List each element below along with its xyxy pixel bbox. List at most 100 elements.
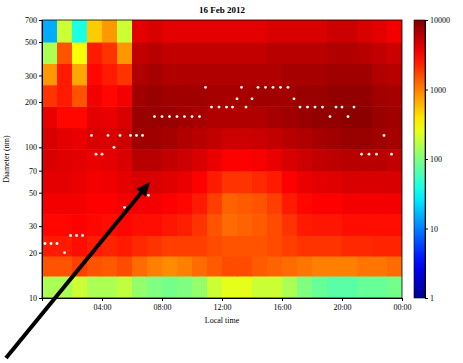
heatmap-cell	[42, 256, 58, 276]
mode-point	[123, 206, 126, 209]
heatmap-cell	[192, 85, 208, 107]
x-tick-label: 00:00	[393, 303, 411, 312]
y-tick: 300	[25, 72, 42, 81]
heatmap-cell	[252, 235, 268, 256]
heatmap-cell	[132, 85, 148, 107]
x-axis: 04:0008:0012:0016:0020:0000:00	[43, 298, 412, 312]
heatmap-cell	[132, 64, 148, 86]
y-tick-mark	[39, 193, 42, 194]
heatmap-cell	[42, 42, 58, 64]
heatmap-cell	[177, 106, 193, 128]
heatmap-cell	[357, 235, 373, 256]
heatmap-cell	[282, 149, 298, 171]
heatmap-cell	[387, 106, 402, 128]
heatmap-cell	[267, 235, 283, 256]
heatmap-cell	[102, 20, 118, 43]
heatmap-cell	[177, 20, 193, 43]
arrow-shaft	[6, 193, 141, 358]
x-tick-mark	[102, 298, 103, 301]
heatmap-cell	[162, 42, 178, 64]
heatmap-cell	[42, 214, 58, 236]
mode-point	[75, 234, 78, 237]
heatmap-cell	[267, 276, 283, 298]
heatmap-cell	[192, 193, 208, 215]
heatmap-cell	[357, 171, 373, 194]
heatmap-cell	[312, 64, 328, 86]
colorbar-tick-label: 10000	[430, 16, 450, 25]
heatmap-cell	[312, 20, 328, 43]
heatmap-cell	[297, 42, 313, 64]
mode-point	[347, 115, 350, 118]
colorbar-tick: 100	[425, 155, 442, 164]
heatmap-cell	[162, 256, 178, 276]
heatmap-cell	[357, 106, 373, 128]
heatmap-cell	[222, 149, 238, 171]
heatmap-cell	[207, 149, 223, 171]
heatmap-cell	[372, 256, 388, 276]
heatmap-cell	[57, 193, 73, 215]
heatmap-cell	[57, 235, 73, 256]
x-tick: 20:00	[333, 298, 351, 312]
x-axis-title: Local time	[205, 316, 240, 325]
heatmap-cell	[117, 235, 133, 256]
mode-point	[287, 86, 290, 89]
heatmap-cell	[357, 193, 373, 215]
heatmap-cell	[192, 128, 208, 150]
mode-point	[44, 242, 47, 245]
heatmap-cell	[342, 149, 358, 171]
heatmap-cell	[342, 276, 358, 298]
heatmap-cell	[312, 276, 328, 298]
x-tick-label: 16:00	[273, 303, 291, 312]
y-tick-label: 50	[29, 189, 37, 198]
heatmap-cell	[297, 128, 313, 150]
heatmap-cell	[312, 85, 328, 107]
heatmap-cell	[147, 256, 163, 276]
x-axis-line	[43, 299, 403, 302]
x-tick: 16:00	[273, 298, 291, 312]
heatmap-cell	[342, 85, 358, 107]
y-tick-label: 70	[29, 167, 37, 176]
heatmap-cell	[207, 276, 223, 298]
heatmap-cell	[282, 106, 298, 128]
heatmap-cell	[372, 235, 388, 256]
mode-point	[176, 115, 179, 118]
heatmap-cell	[192, 149, 208, 171]
heatmap-cell	[87, 276, 103, 298]
heatmap-cell	[387, 214, 402, 236]
heatmap-cell	[387, 85, 402, 107]
heatmap-cell	[357, 149, 373, 171]
heatmap-cell	[237, 276, 253, 298]
heatmap-cell	[372, 214, 388, 236]
colorbar-axis-line	[426, 21, 429, 299]
heatmap-cell	[117, 171, 133, 194]
x-tick-label: 20:00	[333, 303, 351, 312]
mode-point	[161, 115, 164, 118]
heatmap-cell	[207, 42, 223, 64]
heatmap-cell	[57, 214, 73, 236]
heatmap-cell	[297, 20, 313, 43]
heatmap-cell	[117, 149, 133, 171]
heatmap-cell	[327, 256, 343, 276]
heatmap-cell	[102, 256, 118, 276]
heatmap-cell	[222, 235, 238, 256]
heatmap-cell	[222, 128, 238, 150]
mode-point	[198, 115, 201, 118]
mode-point	[368, 153, 371, 156]
heatmap-cell	[327, 85, 343, 107]
heatmap-cell	[387, 256, 402, 276]
mode-point	[375, 153, 378, 156]
heatmap-cell	[327, 64, 343, 86]
heatmap-cell	[42, 85, 58, 107]
mode-point	[341, 106, 344, 109]
heatmap-cell	[207, 235, 223, 256]
heatmap-cell	[147, 193, 163, 215]
heatmap-cell	[87, 106, 103, 128]
mode-point	[191, 115, 194, 118]
heatmap-cell	[237, 193, 253, 215]
heatmap-cell	[387, 193, 402, 215]
heatmap-cell	[372, 276, 388, 298]
heatmap-cell	[312, 214, 328, 236]
plot-area	[42, 20, 402, 298]
heatmap-cell	[252, 42, 268, 64]
heatmap-cell	[372, 106, 388, 128]
